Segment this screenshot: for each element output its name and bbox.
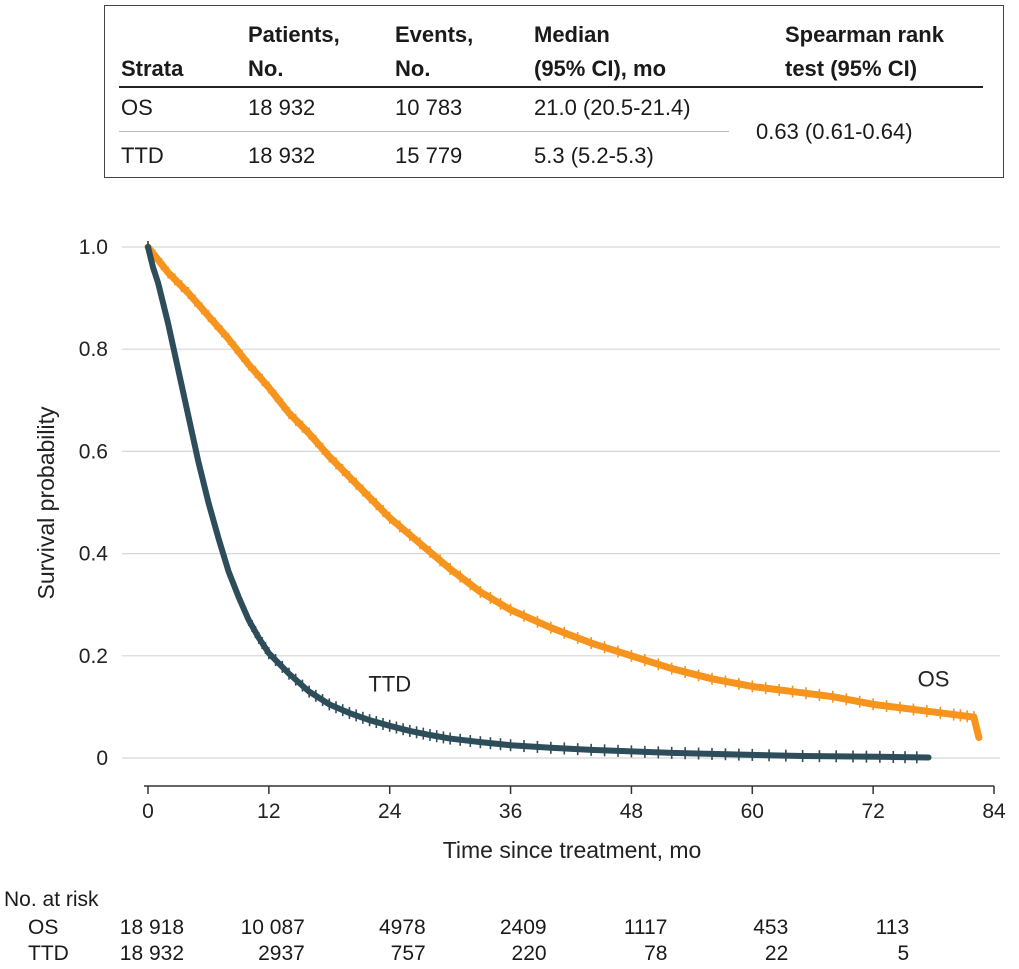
series-label-ttd: TTD [368,672,411,697]
spearman-value: 0.63 (0.61-0.64) [756,119,913,144]
header-patients-line1: Patients, [248,22,340,47]
risk-label-ttd: TTD [28,942,69,965]
row-os-events: 10 783 [395,95,463,120]
y-tick-label: 0.2 [79,645,108,668]
row-os-patients: 18 932 [248,95,316,120]
x-axis-title: Time since treatment, mo [443,837,702,863]
row-divider [119,131,729,132]
risk-table-title: No. at risk [4,888,99,911]
header-median-line1: Median [534,22,610,47]
x-tick-label: 84 [982,800,1006,823]
grid [122,246,1000,759]
x-tick-label: 72 [861,800,884,823]
risk-value-ttd: 5 [897,942,910,965]
labels: 0 0.2 0.4 0.6 0.8 1.0 0 12 24 36 48 60 72 84 Time sinc… [33,236,1006,863]
risk-value-ttd: 220 [511,942,547,965]
risk-value-os: 113 [875,916,910,939]
y-tick-label: 1.0 [79,236,108,259]
header-spearman-line1: Spearman rank [785,22,944,47]
summary-table: Strata Patients, No. Events, No. Median … [104,5,1004,178]
header-patients-line2: No. [248,56,284,81]
risk-value-ttd: 18 932 [119,942,184,965]
y-tick-label: 0.8 [79,338,108,361]
row-os-median: 21.0 (20.5-21.4) [534,95,691,120]
series-line-os [144,243,983,742]
risk-value-os: 4978 [378,916,426,939]
risk-value-ttd: 2937 [258,942,305,965]
header-median-line2: (95% CI), mo [534,56,667,81]
x-tick-label: 12 [257,800,280,823]
risk-value-os: 10 087 [240,916,305,939]
row-ttd-strata: TTD [121,143,164,168]
x-tick-label: 36 [499,800,522,823]
y-tick-label: 0.4 [79,543,109,566]
risk-label-os: OS [28,916,59,939]
risk-value-ttd: 78 [644,942,668,965]
x-tick-label: 60 [741,800,764,823]
header-strata: Strata [121,56,184,81]
row-ttd-patients: 18 932 [248,143,316,168]
y-tick-label: 0 [96,747,108,770]
header-events-line1: Events, [395,22,474,47]
series-line-ttd [145,244,932,761]
row-ttd-median: 5.3 (5.2-5.3) [534,143,654,168]
header-rule [119,86,983,88]
header-events-line2: No. [395,56,431,81]
row-ttd-events: 15 779 [395,143,463,168]
risk-value-ttd: 757 [390,942,426,965]
x-tick-label: 0 [142,800,154,823]
y-axis-title: Survival probability [33,406,59,600]
axes [144,785,995,794]
header-spearman-line2: test (95% CI) [785,56,918,81]
series-layer [144,241,983,764]
risk-value-ttd: 22 [764,942,789,965]
series-label-os: OS [918,666,950,691]
risk-value-os: 18 918 [119,916,184,939]
x-tick-label: 48 [620,800,643,823]
risk-value-os: 2409 [499,916,547,939]
risk-value-os: 453 [753,916,789,939]
risk-value-os: 1117 [623,916,668,939]
x-tick-label: 24 [378,800,402,823]
row-os-strata: OS [121,95,153,120]
y-tick-label: 0.6 [79,440,108,463]
